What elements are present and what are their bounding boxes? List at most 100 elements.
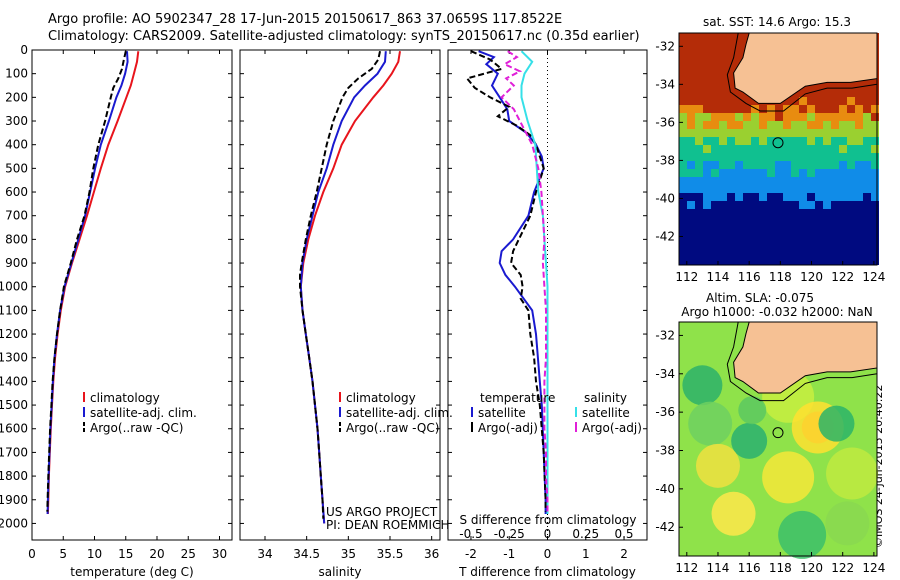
sst-cell <box>775 257 783 265</box>
sst-cell <box>783 97 791 105</box>
sst-map-lon-label: 112 <box>675 270 698 284</box>
sst-cell <box>695 249 703 257</box>
differences-series-temperature-satellite <box>478 50 547 514</box>
sst-cell <box>839 137 847 145</box>
sst-map-lat-label: -34 <box>655 77 675 91</box>
depth-tick-label: 1900 <box>0 493 28 507</box>
sst-cell <box>695 97 703 105</box>
sst-cell <box>727 41 735 49</box>
sst-cell <box>863 225 871 233</box>
sst-cell <box>839 177 847 185</box>
sst-cell <box>743 33 751 41</box>
sst-cell <box>711 89 719 97</box>
sst-cell <box>727 33 735 41</box>
sla-map-lat-label: -36 <box>655 405 675 419</box>
sst-cell <box>695 73 703 81</box>
depth-tick-label: 2000 <box>0 516 28 530</box>
sst-cell <box>791 169 799 177</box>
sst-cell <box>679 145 687 153</box>
differences-series-salinity-argo-adj- <box>500 50 549 514</box>
sst-cell <box>831 169 839 177</box>
sst-cell <box>679 193 687 201</box>
sst-cell <box>759 249 767 257</box>
sst-cell <box>767 233 775 241</box>
sst-cell <box>719 145 727 153</box>
sst-cell <box>759 137 767 145</box>
sst-cell <box>767 113 775 121</box>
differences-x-tick-label: -1 <box>503 547 515 561</box>
temperature-x-tick-label: 5 <box>59 547 67 561</box>
sst-cell <box>791 97 799 105</box>
sst-cell <box>839 81 847 89</box>
sst-cell <box>863 89 871 97</box>
sst-cell <box>791 105 799 113</box>
sst-cell <box>815 129 823 137</box>
sla-map-frame <box>678 321 878 557</box>
sst-cell <box>831 89 839 97</box>
sla-map-lon-label: 112 <box>675 561 698 575</box>
sst-cell <box>847 161 855 169</box>
sst-cell <box>807 177 815 185</box>
sst-cell <box>767 193 775 201</box>
temperature-panel <box>31 49 233 541</box>
sst-cell <box>823 249 831 257</box>
temperature-frame <box>31 49 233 541</box>
salinity-series-climatology <box>299 51 401 524</box>
sst-cell <box>687 145 695 153</box>
sst-cell <box>711 113 719 121</box>
diff-s-axis-label: S difference from climatology <box>460 513 637 527</box>
sla-map-lat-label: -38 <box>655 444 675 458</box>
sst-cell <box>831 185 839 193</box>
sst-cell <box>807 233 815 241</box>
sst-cell <box>807 105 815 113</box>
sst-cell <box>703 65 711 73</box>
sst-cell <box>687 177 695 185</box>
depth-tick-label: 1500 <box>0 398 28 412</box>
temperature-x-tick-label: 20 <box>149 547 164 561</box>
depth-tick-label: 1100 <box>0 303 28 317</box>
depth-tick-label: 600 <box>5 185 28 199</box>
sst-cell <box>871 209 879 217</box>
sst-cell <box>775 153 783 161</box>
sst-cell <box>695 241 703 249</box>
sst-map-frame <box>678 32 878 266</box>
sst-cell <box>735 193 743 201</box>
sst-cell <box>775 225 783 233</box>
sst-map-panel <box>678 32 879 266</box>
sst-cell <box>807 153 815 161</box>
sst-cell <box>839 217 847 225</box>
sst-cell <box>743 161 751 169</box>
sst-cell <box>855 225 863 233</box>
sst-cell <box>735 113 743 121</box>
sla-anomaly-blob <box>778 510 827 559</box>
sst-cell <box>839 89 847 97</box>
sst-cell <box>719 185 727 193</box>
salinity-x-tick-label: 34.5 <box>293 547 320 561</box>
sst-cell <box>767 105 775 113</box>
sst-cell <box>743 217 751 225</box>
sst-cell <box>831 145 839 153</box>
sst-cell <box>783 217 791 225</box>
depth-tick-label: 100 <box>5 67 28 81</box>
sst-cell <box>855 169 863 177</box>
sst-cell <box>823 177 831 185</box>
sst-cell <box>719 193 727 201</box>
sst-cell <box>855 137 863 145</box>
temperature-x-tick-label: 10 <box>87 547 102 561</box>
sst-cell <box>727 129 735 137</box>
sst-cell <box>807 121 815 129</box>
differences-x-tick-label: -2 <box>465 547 477 561</box>
sst-map-lon-label: 114 <box>707 270 730 284</box>
sst-cell <box>743 225 751 233</box>
sst-cell <box>719 121 727 129</box>
sst-cell <box>687 65 695 73</box>
sst-cell <box>695 177 703 185</box>
sst-cell <box>799 153 807 161</box>
sst-cell <box>743 153 751 161</box>
sst-cell <box>679 249 687 257</box>
sst-cell <box>751 233 759 241</box>
sst-cell <box>863 153 871 161</box>
sst-cell <box>695 65 703 73</box>
sst-cell <box>783 233 791 241</box>
sst-cell <box>791 161 799 169</box>
